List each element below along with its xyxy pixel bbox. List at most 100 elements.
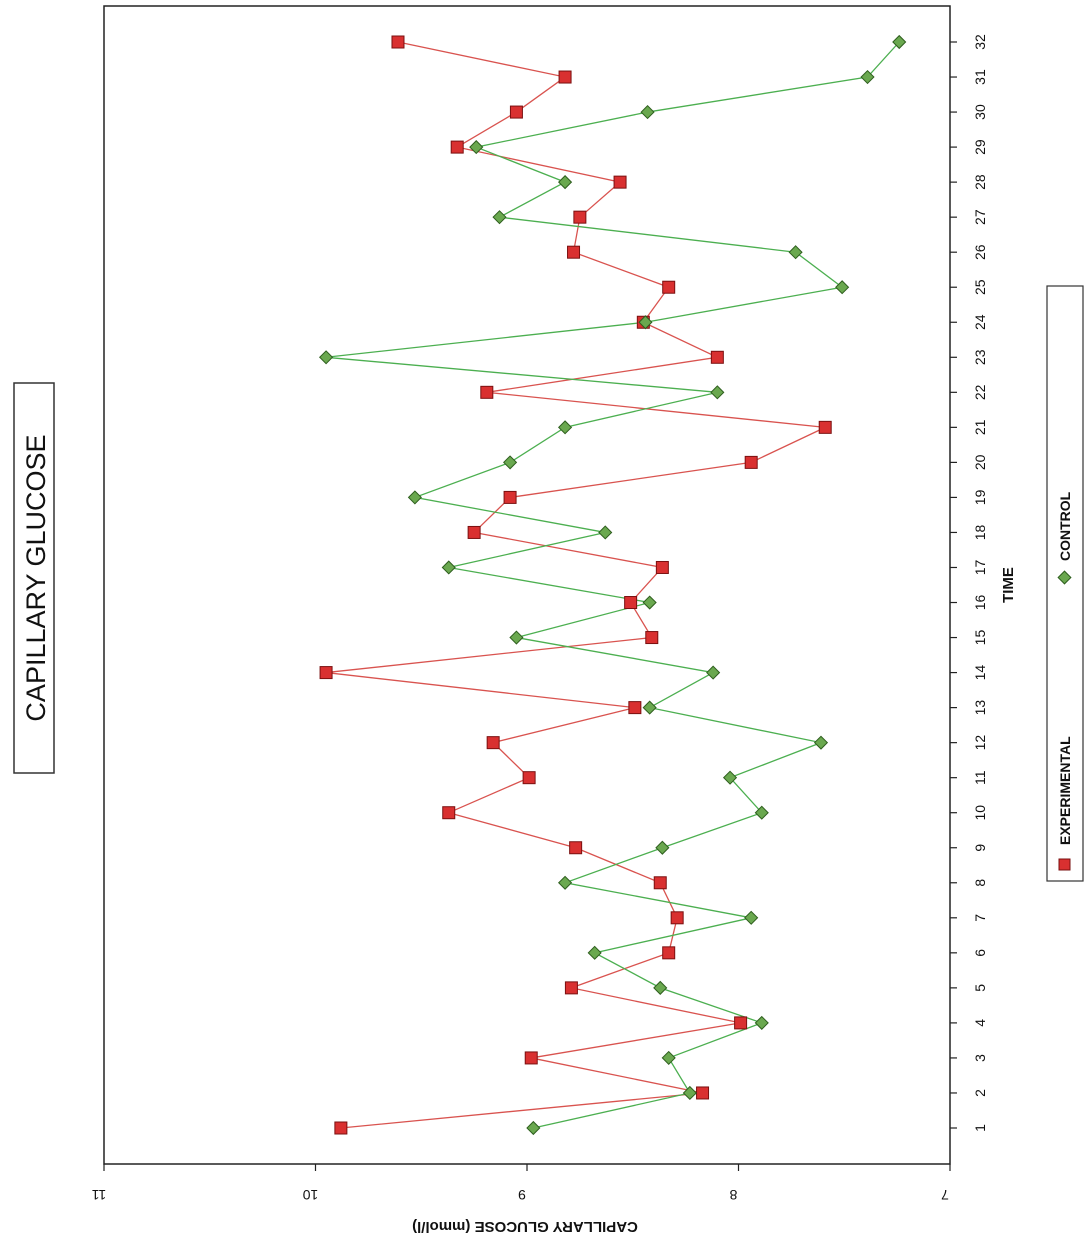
point-control [469, 140, 484, 155]
x-tick-label: 11 [972, 770, 988, 785]
point-experimental [670, 911, 684, 925]
legend-marker-control [1057, 570, 1072, 585]
x-tick-label: 3 [972, 1054, 988, 1062]
point-control [557, 420, 573, 435]
point-experimental [818, 420, 832, 434]
point-control [722, 770, 738, 785]
x-tick-label: 22 [972, 384, 988, 400]
x-tick-label: 14 [972, 665, 988, 681]
x-tick-label: 4 [972, 1019, 988, 1027]
point-control [587, 945, 602, 960]
x-tick-label: 13 [972, 700, 988, 716]
point-control [509, 630, 524, 645]
x-tick-label: 24 [972, 314, 988, 330]
point-control [407, 490, 422, 505]
legend-label-control: CONTROL [1057, 491, 1073, 561]
x-tick-label: 10 [972, 805, 988, 821]
point-experimental [710, 350, 724, 364]
point-experimental [573, 210, 587, 224]
x-tick-label: 31 [972, 69, 988, 85]
point-control [441, 560, 456, 575]
y-tick-label: 7 [941, 1187, 949, 1203]
point-control [642, 595, 657, 610]
point-control [503, 455, 518, 470]
point-experimental [509, 105, 523, 119]
point-experimental [744, 455, 758, 469]
point-experimental [450, 140, 464, 154]
point-experimental [522, 771, 536, 785]
x-axis-title: TIME [1000, 567, 1017, 603]
x-tick-label: 26 [972, 244, 988, 260]
x-tick-label: 12 [972, 735, 988, 751]
point-control [661, 1050, 676, 1066]
point-experimental [653, 876, 667, 890]
series-line-experimental [326, 41, 828, 1129]
point-experimental [645, 631, 659, 645]
point-control [492, 210, 507, 225]
point-control [754, 805, 769, 820]
point-experimental [486, 736, 500, 750]
point-experimental [613, 175, 627, 189]
x-tick-label: 20 [972, 454, 988, 470]
point-control [526, 1120, 541, 1136]
point-control [557, 175, 573, 190]
point-control [744, 910, 759, 925]
series-layer [319, 34, 907, 1136]
point-control [835, 280, 850, 295]
title-group: CAPILLARY GLUCOSE [13, 382, 55, 774]
point-control [655, 840, 670, 855]
point-control [813, 735, 829, 750]
point-control [860, 69, 875, 85]
point-experimental [503, 490, 517, 504]
point-control [706, 665, 721, 680]
x-axis: 1234567891011121314151617181920212223242… [950, 34, 988, 1132]
x-tick-label: 5 [972, 984, 988, 992]
point-control [788, 245, 803, 260]
point-experimental [480, 385, 494, 399]
point-control [710, 385, 725, 400]
point-experimental [662, 946, 676, 960]
x-tick-label: 6 [972, 949, 988, 957]
x-tick-label: 1 [972, 1124, 988, 1132]
series-line-control [326, 41, 900, 1129]
x-tick-label: 9 [972, 844, 988, 852]
point-control [892, 34, 907, 50]
x-tick-label: 30 [972, 104, 988, 120]
legend-label-experimental: EXPERIMENTAL [1057, 736, 1073, 845]
point-experimental [467, 525, 481, 539]
y-tick-label: 10 [303, 1187, 319, 1203]
x-tick-label: 18 [972, 524, 988, 540]
chart-title: CAPILLARY GLUCOSE [21, 434, 51, 721]
point-experimental [391, 35, 405, 49]
x-tick-label: 19 [972, 489, 988, 505]
point-experimental [662, 280, 676, 294]
point-control [638, 315, 653, 330]
x-tick-label: 15 [972, 630, 988, 646]
legend-marker-experimental [1058, 858, 1071, 871]
x-tick-label: 27 [972, 209, 988, 225]
plot-frame [103, 5, 951, 1165]
point-control [640, 104, 655, 120]
x-tick-label: 23 [972, 349, 988, 365]
point-experimental [567, 245, 581, 259]
point-experimental [564, 981, 578, 995]
x-tick-label: 16 [972, 595, 988, 611]
point-experimental [696, 1086, 710, 1100]
point-experimental [734, 1016, 748, 1030]
x-tick-label: 32 [972, 34, 988, 50]
x-tick-label: 28 [972, 174, 988, 190]
point-experimental [319, 666, 333, 680]
point-control [642, 700, 657, 715]
point-control [682, 1085, 697, 1101]
point-experimental [442, 806, 456, 820]
x-tick-label: 21 [972, 419, 988, 435]
y-axis-title: CAPILLARY GLUCOSE (mmol/l) [412, 1218, 638, 1235]
title-box [13, 382, 55, 774]
point-control [754, 1015, 769, 1030]
point-experimental [524, 1051, 538, 1065]
x-tick-label: 2 [972, 1089, 988, 1097]
x-tick-label: 8 [972, 879, 988, 887]
point-experimental [569, 841, 583, 855]
y-tick-label: 11 [92, 1187, 107, 1203]
